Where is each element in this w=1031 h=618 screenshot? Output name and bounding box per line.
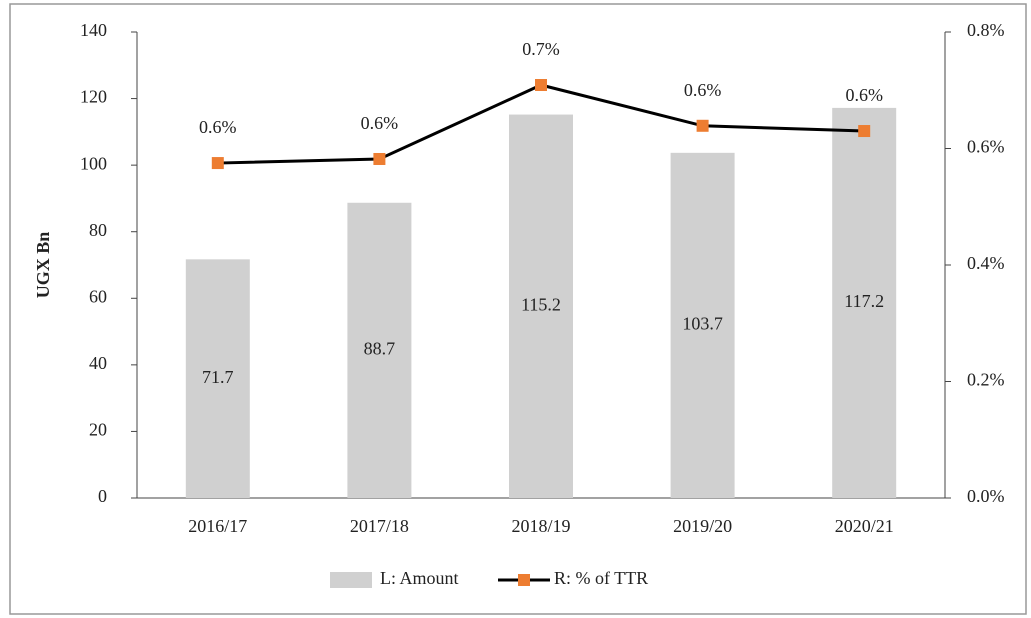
bar xyxy=(347,202,412,498)
bar-label: 88.7 xyxy=(364,339,396,359)
point-label: 0.6% xyxy=(684,80,722,100)
y2-tick-label: 0.6% xyxy=(967,137,1005,157)
bar-label: 103.7 xyxy=(682,314,723,334)
point-label: 0.7% xyxy=(522,39,560,59)
bar xyxy=(185,259,250,498)
y-tick-label: 140 xyxy=(80,20,107,40)
y2-tick-label: 0.8% xyxy=(967,20,1005,40)
y2-tick-label: 0.2% xyxy=(967,370,1005,390)
line-marker xyxy=(858,125,871,138)
line-marker xyxy=(373,152,386,165)
y-tick-label: 120 xyxy=(80,87,107,107)
y2-tick-label: 0.4% xyxy=(967,253,1005,273)
y-tick-label: 0 xyxy=(98,486,107,506)
point-label: 0.6% xyxy=(845,85,883,105)
line-marker xyxy=(696,119,709,132)
x-tick-label: 2016/17 xyxy=(188,516,247,536)
bar xyxy=(832,107,897,499)
y2-tick-label: 0.0% xyxy=(967,486,1005,506)
y-tick-label: 20 xyxy=(89,420,107,440)
y-axis-title: UGX Bn xyxy=(33,232,53,299)
bar xyxy=(509,114,573,498)
bar-label: 115.2 xyxy=(521,294,561,314)
x-tick-label: 2017/18 xyxy=(350,516,409,536)
bar-label: 71.7 xyxy=(202,367,234,387)
y-tick-label: 100 xyxy=(80,153,107,173)
legend-label: R: % of TTR xyxy=(554,568,648,588)
line-marker xyxy=(211,157,224,170)
bar-label: 117.2 xyxy=(844,291,884,311)
legend-marker xyxy=(518,574,530,586)
x-tick-label: 2018/19 xyxy=(511,516,570,536)
point-label: 0.6% xyxy=(361,113,399,133)
bar xyxy=(670,152,735,498)
y-tick-label: 80 xyxy=(89,220,107,240)
line-marker xyxy=(535,79,547,92)
y-tick-label: 40 xyxy=(89,353,107,373)
x-tick-label: 2019/20 xyxy=(673,516,732,536)
legend-swatch xyxy=(330,572,372,588)
legend-label: L: Amount xyxy=(380,568,459,588)
y-tick-label: 60 xyxy=(89,286,107,306)
x-tick-label: 2020/21 xyxy=(835,516,894,536)
point-label: 0.6% xyxy=(199,117,237,137)
